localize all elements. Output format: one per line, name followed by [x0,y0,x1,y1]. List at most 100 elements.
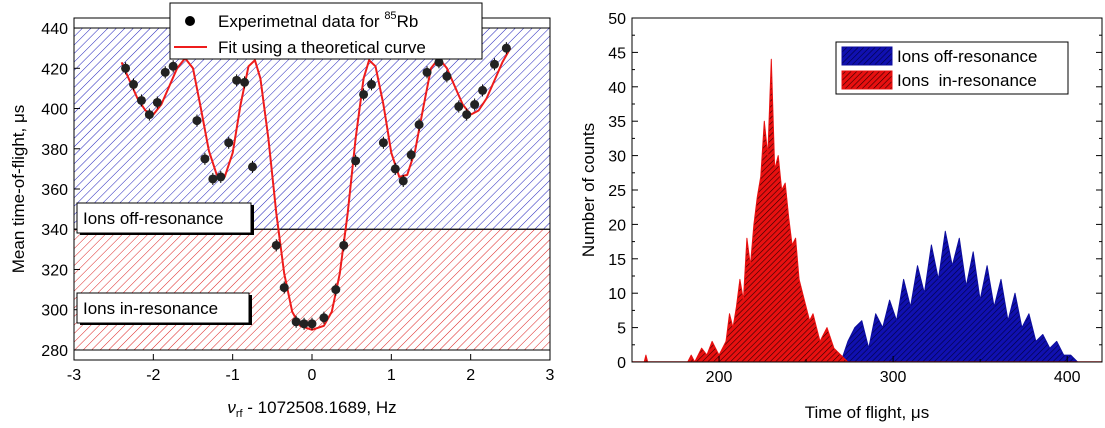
data-point [248,162,257,172]
left-legend: Experimetnal data for 85Rb Fit using a t… [169,2,483,60]
right-x-axis-title: Time of flight, μs [805,403,929,422]
in-resonance-histogram [643,58,849,362]
x-tick-label: -1 [226,367,240,384]
legend-in-resonance-label: Ions in-resonance [897,71,1037,90]
data-point [144,110,154,120]
in-resonance-label: Ions in-resonance [83,299,218,318]
left-y-axis-title: Mean time-of-flight, μs [9,105,28,274]
data-point [367,79,376,89]
data-point [160,67,170,77]
legend-scatter-marker [185,16,195,26]
right-x-ticks: 200 300 400 [631,356,1081,386]
in-resonance-band [74,229,550,350]
data-point [271,240,281,250]
data-point [442,71,452,81]
data-point [129,79,138,89]
data-point [454,102,464,112]
fit-curve-layer [120,47,512,331]
y-tick-label: 340 [41,222,68,239]
y-tick-label: 400 [41,102,68,119]
histogram-layer [632,58,1102,362]
data-point [470,100,480,110]
left-y-ticks: 280 300 320 340 360 380 400 420 440 [41,21,80,360]
data-point [339,240,349,250]
left-x-axis-title: νrf - 1072508.1689, Hz [227,398,396,420]
y-tick-label: 5 [617,321,626,338]
y-tick-label: 40 [608,80,626,97]
data-point [121,63,131,73]
left-chart: -3 -2 -1 0 1 2 3 280 300 320 340 360 380 400 420 440 I… [9,2,555,420]
y-tick-label: 380 [41,142,68,159]
off-resonance-label: Ions off-resonance [83,209,224,228]
x-tick-label: -3 [67,367,81,384]
legend-scatter-label: Experimetnal data for 85Rb [218,10,418,31]
data-point [224,138,234,148]
data-point [152,97,162,107]
legend-off-resonance-label: Ions off-resonance [897,47,1038,66]
data-point [359,89,369,99]
data-point [351,156,361,166]
data-point [398,176,408,186]
data-point [168,61,178,71]
y-tick-label: 300 [41,303,68,320]
data-point [279,283,289,293]
x-tick-label: 0 [308,367,317,384]
in-resonance-label-box: Ions in-resonance [76,292,252,325]
y-tick-label: 25 [608,183,626,200]
x-tick-label: 200 [706,369,733,386]
data-point [462,110,472,120]
off-resonance-histogram [840,230,1079,362]
x-tick-label: 400 [1054,369,1081,386]
y-tick-label: 0 [617,355,626,372]
x-tick-label: 3 [546,367,555,384]
data-point [208,174,218,184]
fit-curve [120,47,512,331]
data-point [406,150,416,160]
data-point [319,313,329,323]
y-tick-label: 420 [41,61,68,78]
legend-line-label: Fit using a theoretical curve [218,38,426,57]
data-point [291,317,301,327]
data-point [136,95,146,105]
right-chart: 200 300 400 0 5 10 15 20 25 30 35 40 45 50 Ions off-… [579,11,1103,422]
data-point [192,116,202,126]
y-tick-label: 50 [608,11,626,28]
off-resonance-band [74,28,550,230]
x-tick-label: -2 [146,367,160,384]
y-tick-label: 30 [608,149,626,166]
data-point [378,138,388,148]
resonance-bands [74,27,550,351]
right-y-ticks: 0 5 10 15 20 25 30 35 40 45 50 [608,11,1102,372]
data-point [434,57,444,67]
right-legend: Ions off-resonance Ions in-resonance [835,41,1069,95]
x-tick-label: 300 [880,369,907,386]
data-point [501,43,511,53]
data-point [331,285,341,295]
y-tick-label: 280 [41,343,68,360]
data-point [489,59,499,69]
y-tick-label: 360 [41,182,68,199]
left-x-ticks: -3 -2 -1 0 1 2 3 [67,354,555,384]
data-point [390,164,400,174]
y-tick-label: 10 [608,286,626,303]
y-tick-label: 440 [41,21,68,38]
data-point [422,67,432,77]
y-tick-label: 45 [608,45,626,62]
off-resonance-label-box: Ions off-resonance [76,202,254,235]
data-point [299,319,309,329]
y-tick-label: 15 [608,252,626,269]
y-tick-label: 35 [608,114,626,131]
x-tick-label: 1 [387,367,396,384]
x-tick-label: 2 [466,367,475,384]
data-points-layer [121,42,511,330]
data-point [232,75,242,85]
right-y-axis-title: Number of counts [579,123,598,257]
data-point [240,77,250,87]
data-point [200,154,210,164]
data-point [414,120,424,130]
y-tick-label: 320 [41,262,68,279]
legend-in-resonance-swatch [841,70,893,90]
data-point [216,172,226,182]
legend-off-resonance-swatch [841,46,893,66]
